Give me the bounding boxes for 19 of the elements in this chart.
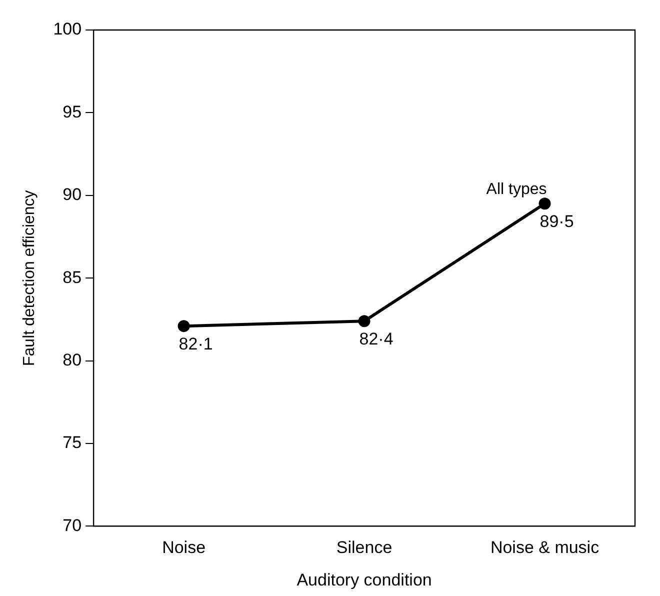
data-label: 82·1 [178, 334, 213, 354]
x-tick-label: Noise & music [490, 538, 600, 558]
y-axis-title: Fault detection efficiency [21, 190, 38, 366]
y-tick-label: 95 [62, 102, 82, 122]
y-tick-label: 70 [62, 516, 82, 535]
point [178, 320, 190, 332]
y-tick-label: 75 [62, 433, 82, 452]
x-tick-label: Noise [162, 538, 206, 558]
series-label: All types [486, 181, 547, 198]
x-tick-label: Silence [336, 538, 392, 558]
y-tick-label: 80 [62, 350, 82, 370]
data-label: 89·5 [540, 212, 574, 231]
y-tick-label: 100 [53, 20, 82, 39]
data-label: 82·4 [359, 329, 394, 348]
y-tick-label: 90 [62, 185, 82, 204]
y-tick-label: 85 [62, 268, 82, 287]
point [358, 315, 370, 328]
point [538, 198, 551, 210]
x-axis-title: Auditory condition [296, 570, 432, 590]
